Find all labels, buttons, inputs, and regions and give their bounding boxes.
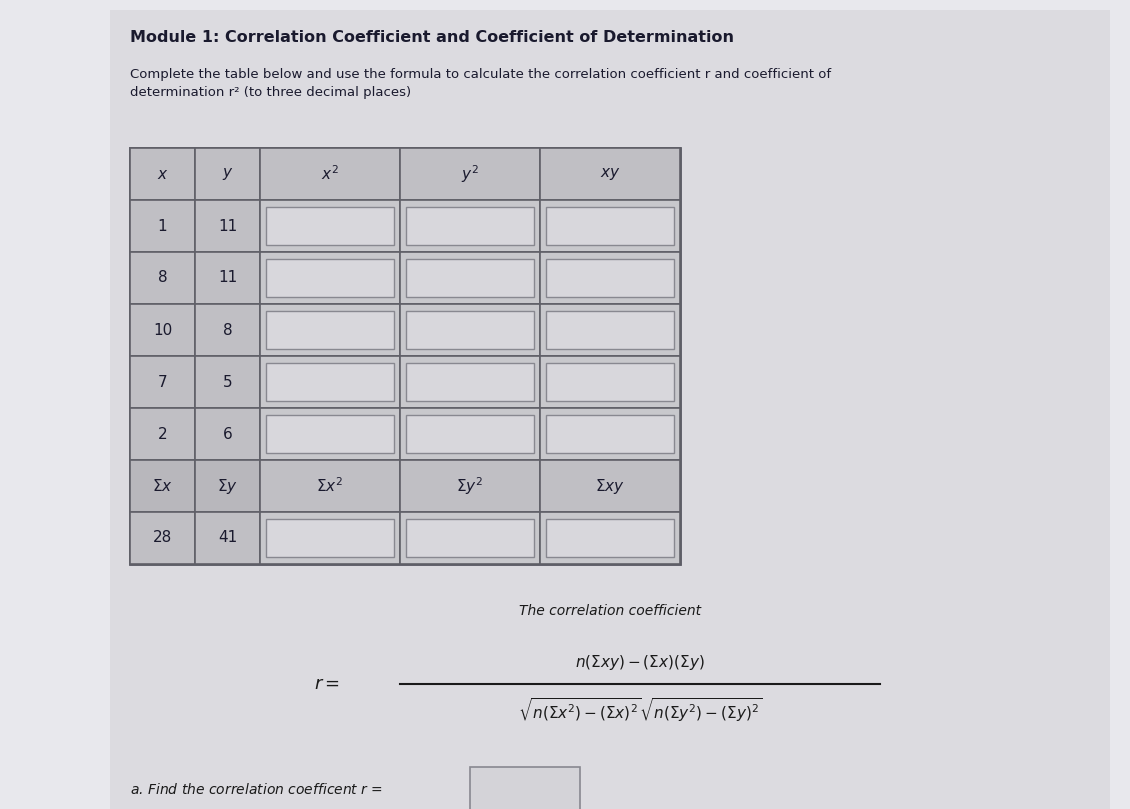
Bar — [400, 252, 540, 304]
Text: 7: 7 — [158, 375, 167, 389]
Text: $n(\Sigma xy) - (\Sigma x)(\Sigma y)$: $n(\Sigma xy) - (\Sigma x)(\Sigma y)$ — [575, 653, 705, 671]
Text: 8: 8 — [158, 270, 167, 286]
Bar — [400, 512, 540, 564]
Bar — [266, 363, 394, 401]
Bar — [260, 304, 400, 356]
Bar — [546, 363, 673, 401]
Bar — [470, 767, 580, 809]
Bar — [260, 512, 400, 564]
Bar — [400, 408, 540, 460]
Bar — [540, 304, 680, 356]
Bar — [540, 408, 680, 460]
Text: 11: 11 — [218, 270, 237, 286]
Text: 8: 8 — [223, 323, 233, 337]
Bar — [406, 259, 534, 297]
Bar — [260, 200, 400, 252]
Bar — [266, 519, 394, 557]
Bar — [266, 259, 394, 297]
Bar — [130, 252, 195, 304]
Text: 1: 1 — [158, 218, 167, 234]
Bar — [195, 148, 260, 200]
Text: 6: 6 — [223, 426, 233, 442]
Bar — [130, 304, 195, 356]
Text: a. Find the correlation coefficent $r$ =: a. Find the correlation coefficent $r$ = — [130, 781, 383, 797]
Bar — [195, 512, 260, 564]
Bar — [406, 363, 534, 401]
Text: 2: 2 — [158, 426, 167, 442]
Bar — [195, 460, 260, 512]
Bar — [266, 415, 394, 453]
Bar — [540, 200, 680, 252]
Bar — [130, 356, 195, 408]
Bar — [406, 519, 534, 557]
Text: 10: 10 — [153, 323, 172, 337]
Text: $y$: $y$ — [221, 166, 233, 182]
Text: $\Sigma xy$: $\Sigma xy$ — [596, 477, 625, 495]
Bar — [195, 408, 260, 460]
Text: $r=$: $r=$ — [314, 675, 340, 693]
Bar — [130, 512, 195, 564]
Bar — [400, 148, 540, 200]
Text: 28: 28 — [153, 531, 172, 545]
Bar — [546, 207, 673, 245]
Text: $\sqrt{n(\Sigma x^2) - (\Sigma x)^2}\sqrt{n(\Sigma y^2) - (\Sigma y)^2}$: $\sqrt{n(\Sigma x^2) - (\Sigma x)^2}\sqr… — [518, 697, 763, 724]
Bar — [195, 356, 260, 408]
Bar — [406, 415, 534, 453]
Bar — [130, 408, 195, 460]
Text: 5: 5 — [223, 375, 233, 389]
Text: The correlation coefficient: The correlation coefficient — [519, 604, 701, 618]
Bar — [195, 200, 260, 252]
Bar — [540, 512, 680, 564]
Bar — [130, 148, 680, 564]
Text: 11: 11 — [218, 218, 237, 234]
Text: Complete the table below and use the formula to calculate the correlation coeffi: Complete the table below and use the for… — [130, 68, 832, 99]
Bar — [540, 148, 680, 200]
Text: Module 1: Correlation Coefficient and Coefficient of Determination: Module 1: Correlation Coefficient and Co… — [130, 30, 735, 45]
Bar — [546, 519, 673, 557]
Bar — [195, 304, 260, 356]
Bar — [266, 207, 394, 245]
Bar — [406, 207, 534, 245]
Bar — [130, 200, 195, 252]
Bar — [195, 252, 260, 304]
Bar — [546, 259, 673, 297]
Bar — [130, 148, 195, 200]
Bar — [260, 408, 400, 460]
Bar — [260, 460, 400, 512]
Bar — [546, 415, 673, 453]
Bar — [540, 356, 680, 408]
Text: $x$: $x$ — [157, 167, 168, 181]
Bar — [400, 460, 540, 512]
Bar — [130, 460, 195, 512]
Bar — [260, 356, 400, 408]
Bar — [400, 356, 540, 408]
Bar — [260, 148, 400, 200]
Text: $\Sigma y^2$: $\Sigma y^2$ — [457, 475, 484, 497]
Text: $xy$: $xy$ — [600, 166, 620, 182]
Bar — [266, 311, 394, 349]
Text: $y^2$: $y^2$ — [461, 163, 479, 184]
Bar — [540, 460, 680, 512]
Bar — [540, 252, 680, 304]
Text: $\Sigma x^2$: $\Sigma x^2$ — [316, 477, 344, 495]
Bar — [110, 10, 1110, 809]
Text: $\Sigma y$: $\Sigma y$ — [217, 477, 238, 495]
Bar — [400, 200, 540, 252]
Text: 41: 41 — [218, 531, 237, 545]
Text: $\Sigma x$: $\Sigma x$ — [153, 478, 173, 494]
Text: $x^2$: $x^2$ — [321, 165, 339, 184]
Bar — [406, 311, 534, 349]
Bar — [260, 252, 400, 304]
Bar — [546, 311, 673, 349]
Bar — [400, 304, 540, 356]
